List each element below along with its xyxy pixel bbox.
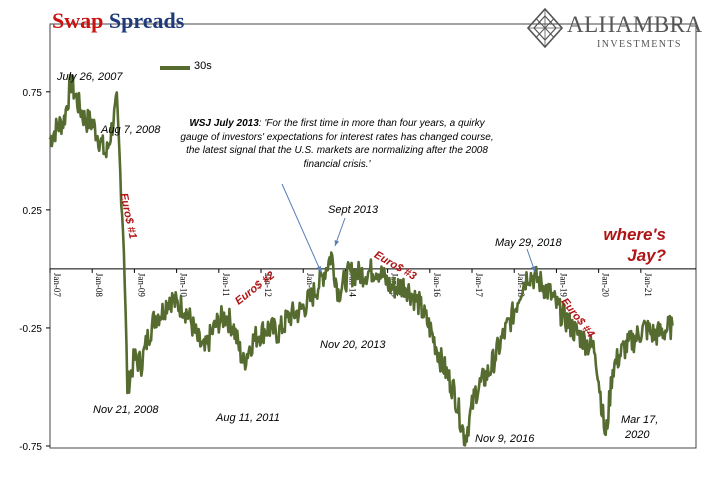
x-tick-label: Jan-18 [516,273,526,297]
arrow-may-2018-head [530,266,536,272]
wheres-jay-note: where's Jay? [580,224,666,266]
quote-text: : 'For the first time in more than four … [180,118,494,170]
x-tick-label: Jan-07 [52,273,62,297]
x-tick-label: Jan-17 [474,273,484,297]
x-tick-label: Jan-20 [601,273,611,297]
x-tick-label: Jan-08 [94,273,104,297]
x-tick-label: Jan-19 [558,273,568,297]
annotation-mar-2020-line2: 2020 [625,429,650,441]
series-line-30s [48,73,674,447]
x-tick-label: Jan-10 [179,273,189,297]
annotation-nov-2016: Nov 9, 2016 [475,433,535,445]
wsj-quote: WSJ July 2013: 'For the first time in mo… [178,117,496,171]
x-tick-label: Jan-11 [221,273,231,297]
y-tick-label: -0.25 [19,324,42,335]
legend-swatch [160,66,190,70]
arrow-wsj-quote [281,183,322,273]
annotation-may-2018: May 29, 2018 [495,237,562,249]
plot-frame [49,23,697,449]
y-tick-label: 0.25 [23,206,43,217]
x-tick-label: Jan-09 [136,273,146,297]
jay-line-1: where's [603,225,666,244]
annotation-mar-2020-line1: Mar 17, [621,414,659,426]
quote-lead: WSJ July 2013 [189,118,259,129]
logo-brand: ALHAMBRA [567,12,703,37]
x-tick-label: Jan-12 [263,273,273,297]
arrow-wsj-quote-head [316,266,321,272]
annotation-nov-2008: Nov 21, 2008 [93,404,159,416]
annotation-aug-2011: Aug 11, 2011 [216,412,280,424]
x-tick-label: Jan-16 [432,273,442,297]
legend-label: 30s [194,60,212,72]
title-word-swap: Swap [52,8,104,33]
jay-line-2: Jay? [627,246,666,265]
arrow-sept-2013-head [334,240,340,246]
x-tick-label: Jan-13 [305,273,315,297]
title-word-spreads: Spreads [108,8,185,33]
y-tick-label: 0.75 [23,88,43,99]
annotation-nov-2013: Nov 20, 2013 [320,339,386,351]
y-tick-label: -0.75 [19,442,42,453]
annotation-jul-2007: July 26, 2007 [57,71,123,83]
alhambra-logo: ALHAMBRA INVESTMENTS [527,8,703,54]
annotation-aug-2008: Aug 7, 2008 [101,124,161,136]
diamond-lattice-icon [527,8,563,48]
chart-legend: 30s [160,60,240,76]
logo-subtitle: INVESTMENTS [597,39,682,50]
chart-title: Swap Spreads [52,8,184,34]
x-tick-label: Jan-21 [643,273,653,297]
annotation-sep-2013: Sept 2013 [328,204,379,216]
